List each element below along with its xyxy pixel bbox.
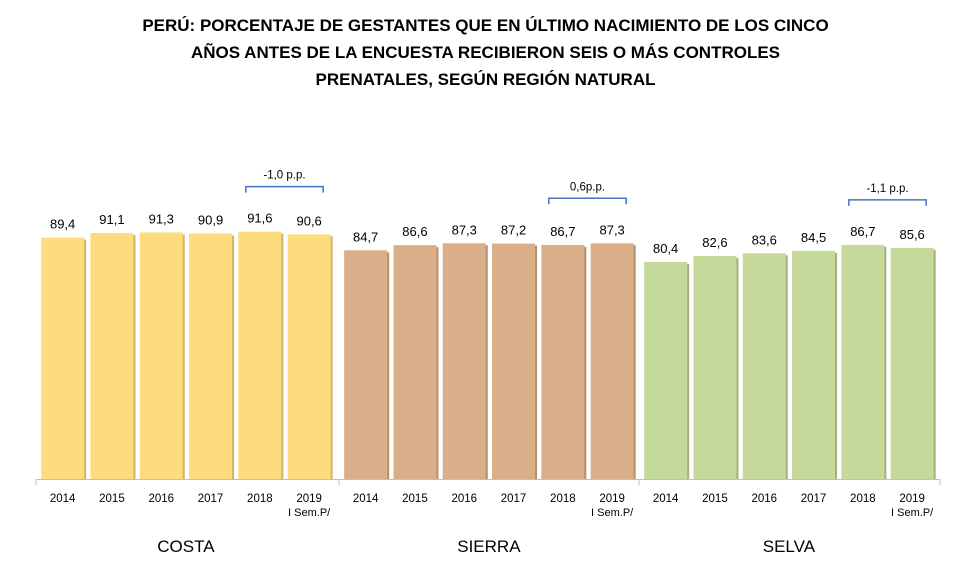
bar-selva-2016 xyxy=(742,253,786,479)
x-tick-label-sierra-2016: 2016 xyxy=(451,493,477,505)
bar-sierra-2019 xyxy=(590,243,634,479)
value-label-sierra-2017: 87,2 xyxy=(501,223,526,238)
bar-selva-2017 xyxy=(792,250,836,479)
x-tick-label-costa-2014: 2014 xyxy=(50,493,76,505)
change-bracket-costa xyxy=(245,185,324,193)
bar-sierra-2016 xyxy=(442,243,486,479)
x-tick-label-selva-2018: 2018 xyxy=(850,493,876,505)
bar-sierra-2017 xyxy=(492,243,536,479)
bar-selva-2014 xyxy=(644,261,688,479)
value-label-costa-2016: 91,3 xyxy=(149,211,174,226)
x-tick-sublabel-costa-2019: I Sem.P/ xyxy=(288,507,331,519)
value-label-sierra-2018: 86,7 xyxy=(550,224,575,239)
bar-sierra-2015 xyxy=(393,245,437,479)
x-tick-label-selva-2016: 2016 xyxy=(751,493,777,505)
change-annotation-sierra: 0,6p.p. xyxy=(570,181,605,193)
x-tick-sublabel-selva-2019: I Sem.P/ xyxy=(891,507,934,519)
value-label-costa-2018: 91,6 xyxy=(247,211,272,226)
x-tick-label-sierra-2015: 2015 xyxy=(402,493,428,505)
value-label-sierra-2014: 84,7 xyxy=(353,229,378,244)
x-tick-label-costa-2017: 2017 xyxy=(198,493,224,505)
bar-selva-2019 xyxy=(890,247,934,479)
value-label-selva-2014: 80,4 xyxy=(653,241,678,256)
x-tick-sublabel-sierra-2019: I Sem.P/ xyxy=(591,507,634,519)
value-label-selva-2016: 83,6 xyxy=(752,232,777,247)
value-label-sierra-2016: 87,3 xyxy=(452,222,477,237)
group-label-costa: COSTA xyxy=(157,537,215,556)
x-tick-label-costa-2019: 2019 xyxy=(296,493,322,505)
bar-sierra-2014 xyxy=(344,250,388,479)
bar-costa-2018 xyxy=(238,231,282,479)
chart-title-line-2: AÑOS ANTES DE LA ENCUESTA RECIBIERON SEI… xyxy=(190,43,781,62)
x-tick-label-sierra-2019: 2019 xyxy=(599,493,625,505)
value-label-costa-2017: 90,9 xyxy=(198,213,223,228)
value-label-sierra-2015: 86,6 xyxy=(402,224,427,239)
x-tick-label-sierra-2014: 2014 xyxy=(353,493,379,505)
x-tick-label-selva-2015: 2015 xyxy=(702,493,728,505)
x-tick-label-costa-2015: 2015 xyxy=(99,493,125,505)
bar-selva-2018 xyxy=(841,244,885,479)
value-label-selva-2019: 85,6 xyxy=(899,227,924,242)
x-tick-label-costa-2018: 2018 xyxy=(247,493,273,505)
x-tick-label-costa-2016: 2016 xyxy=(148,493,174,505)
value-label-costa-2015: 91,1 xyxy=(99,212,124,227)
change-annotation-costa: -1,0 p.p. xyxy=(263,170,305,182)
value-label-sierra-2019: 87,3 xyxy=(599,222,624,237)
x-tick-label-selva-2017: 2017 xyxy=(801,493,827,505)
x-tick-label-sierra-2018: 2018 xyxy=(550,493,576,505)
bar-sierra-2018 xyxy=(541,244,585,479)
bar-costa-2016 xyxy=(139,232,183,479)
chart-title: PERÚ: PORCENTAJE DE GESTANTES QUE EN ÚLT… xyxy=(0,12,971,93)
x-tick-label-sierra-2017: 2017 xyxy=(501,493,527,505)
value-label-selva-2017: 84,5 xyxy=(801,230,826,245)
change-bracket-sierra xyxy=(548,197,627,205)
group-label-selva: SELVA xyxy=(763,537,816,556)
bar-costa-2014 xyxy=(41,237,85,479)
x-tick-label-selva-2019: 2019 xyxy=(899,493,925,505)
bar-costa-2015 xyxy=(90,233,134,479)
chart-title-line-3: PRENATALES, SEGÚN REGIÓN NATURAL xyxy=(315,70,656,89)
value-label-costa-2019: 90,6 xyxy=(296,213,321,228)
change-annotation-selva: -1,1 p.p. xyxy=(866,183,908,195)
value-label-costa-2014: 89,4 xyxy=(50,217,75,232)
x-tick-label-selva-2014: 2014 xyxy=(653,493,679,505)
group-label-sierra: SIERRA xyxy=(457,537,521,556)
change-bracket-selva xyxy=(848,199,927,206)
value-label-selva-2015: 82,6 xyxy=(702,235,727,250)
value-label-selva-2018: 86,7 xyxy=(850,224,875,239)
chart-title-line-1: PERÚ: PORCENTAJE DE GESTANTES QUE EN ÚLT… xyxy=(142,16,829,35)
bar-costa-2017 xyxy=(189,233,233,479)
bar-costa-2019 xyxy=(287,234,331,479)
bar-selva-2015 xyxy=(693,255,737,479)
